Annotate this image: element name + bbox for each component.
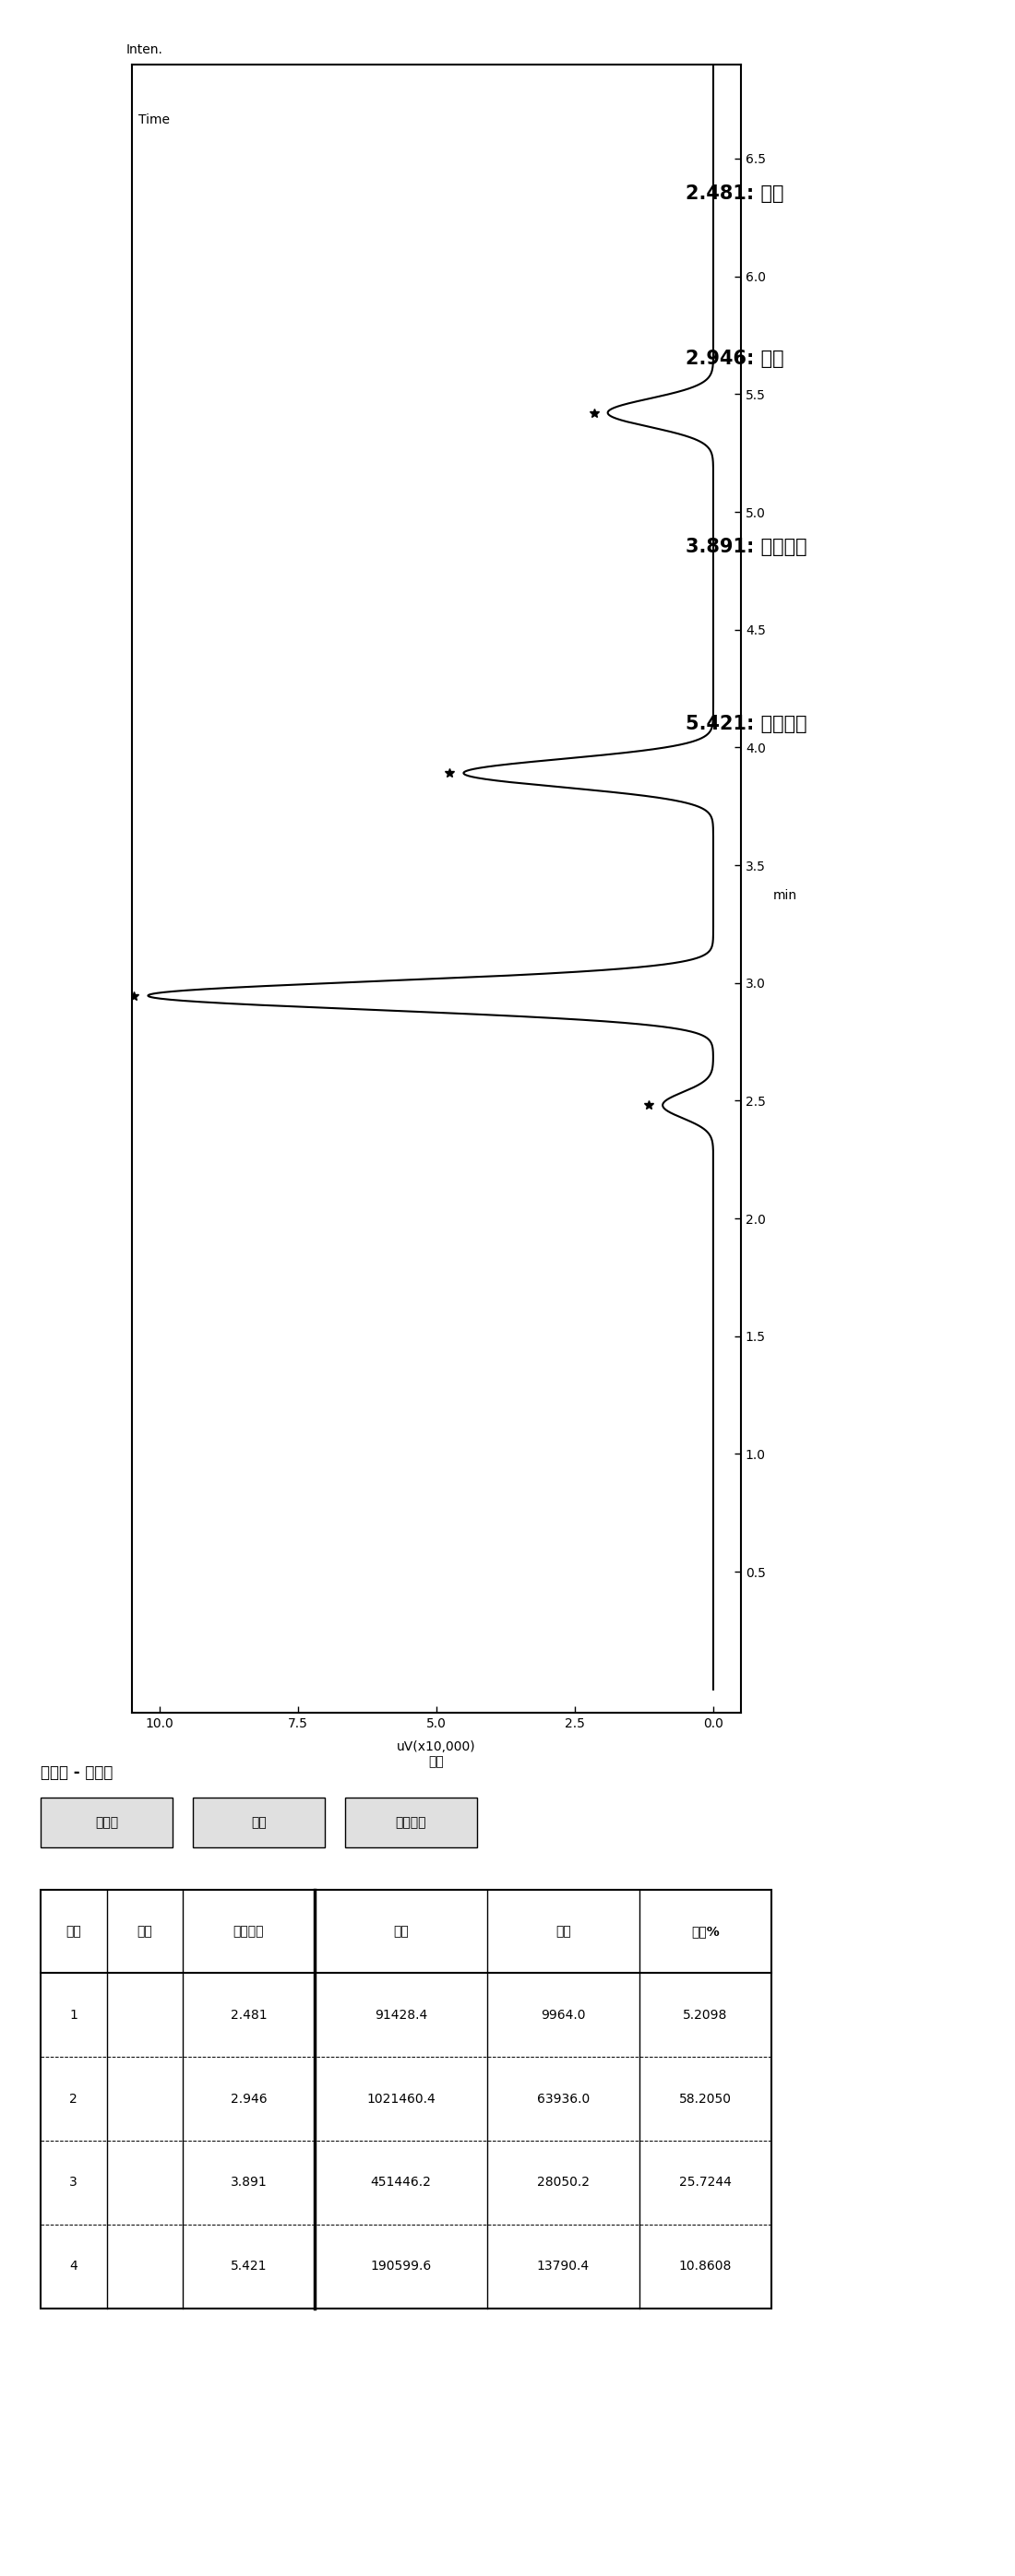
Bar	[41, 1798, 173, 1847]
Bar	[345, 1798, 477, 1847]
Text: 2.946: 2.946	[230, 2092, 267, 2105]
Text: 5.421: 5.421	[230, 2259, 267, 2272]
Text: 2.481: 2.481	[230, 2009, 267, 2022]
Text: 组分: 组分	[137, 1924, 152, 1937]
Text: Inten.: Inten.	[126, 44, 162, 57]
Text: 63936.0: 63936.0	[537, 2092, 590, 2105]
Text: 9964.0: 9964.0	[541, 2009, 586, 2022]
Bar	[193, 1798, 325, 1847]
Text: 1: 1	[69, 2009, 78, 2022]
Text: 91428.4: 91428.4	[375, 2009, 427, 2022]
Text: 分组: 分组	[251, 1816, 267, 1829]
Text: 峰値表: 峰値表	[95, 1816, 118, 1829]
Text: 2.481: 氩气: 2.481: 氩气	[685, 185, 784, 204]
Text: 5.421: 一氧化碳: 5.421: 一氧化碳	[685, 714, 807, 734]
Text: 10.8608: 10.8608	[679, 2259, 732, 2272]
Text: 校准曲线: 校准曲线	[396, 1816, 426, 1829]
Text: 4: 4	[70, 2259, 77, 2272]
Text: 1021460.4: 1021460.4	[366, 2092, 435, 2105]
Text: 面积%: 面积%	[691, 1924, 720, 1937]
Text: 2: 2	[70, 2092, 77, 2105]
Text: 保留时间: 保留时间	[233, 1924, 264, 1937]
Text: 3: 3	[70, 2177, 77, 2190]
Text: 28050.2: 28050.2	[537, 2177, 590, 2190]
Text: 峰号: 峰号	[66, 1924, 81, 1937]
Text: 451446.2: 451446.2	[370, 2177, 431, 2190]
Text: 5.2098: 5.2098	[683, 2009, 728, 2022]
Text: 13790.4: 13790.4	[537, 2259, 590, 2272]
X-axis label: uV(x10,000)
色谱: uV(x10,000) 色谱	[397, 1741, 476, 1770]
Text: 25.7244: 25.7244	[679, 2177, 732, 2190]
Bar	[41, 1891, 771, 2308]
Text: 面积: 面积	[393, 1924, 409, 1937]
Text: 2.946: 氮气: 2.946: 氮气	[685, 350, 784, 368]
Text: 口结果 - 峰値表: 口结果 - 峰値表	[41, 1765, 113, 1780]
Text: 190599.6: 190599.6	[370, 2259, 431, 2272]
Text: 峰高: 峰高	[555, 1924, 571, 1937]
Text: 3.891: 3.891	[230, 2177, 267, 2190]
Y-axis label: min: min	[772, 889, 797, 902]
Text: 3.891: 一氧化氮: 3.891: 一氧化氮	[685, 538, 807, 556]
Text: 58.2050: 58.2050	[679, 2092, 732, 2105]
Text: Time: Time	[138, 113, 170, 126]
